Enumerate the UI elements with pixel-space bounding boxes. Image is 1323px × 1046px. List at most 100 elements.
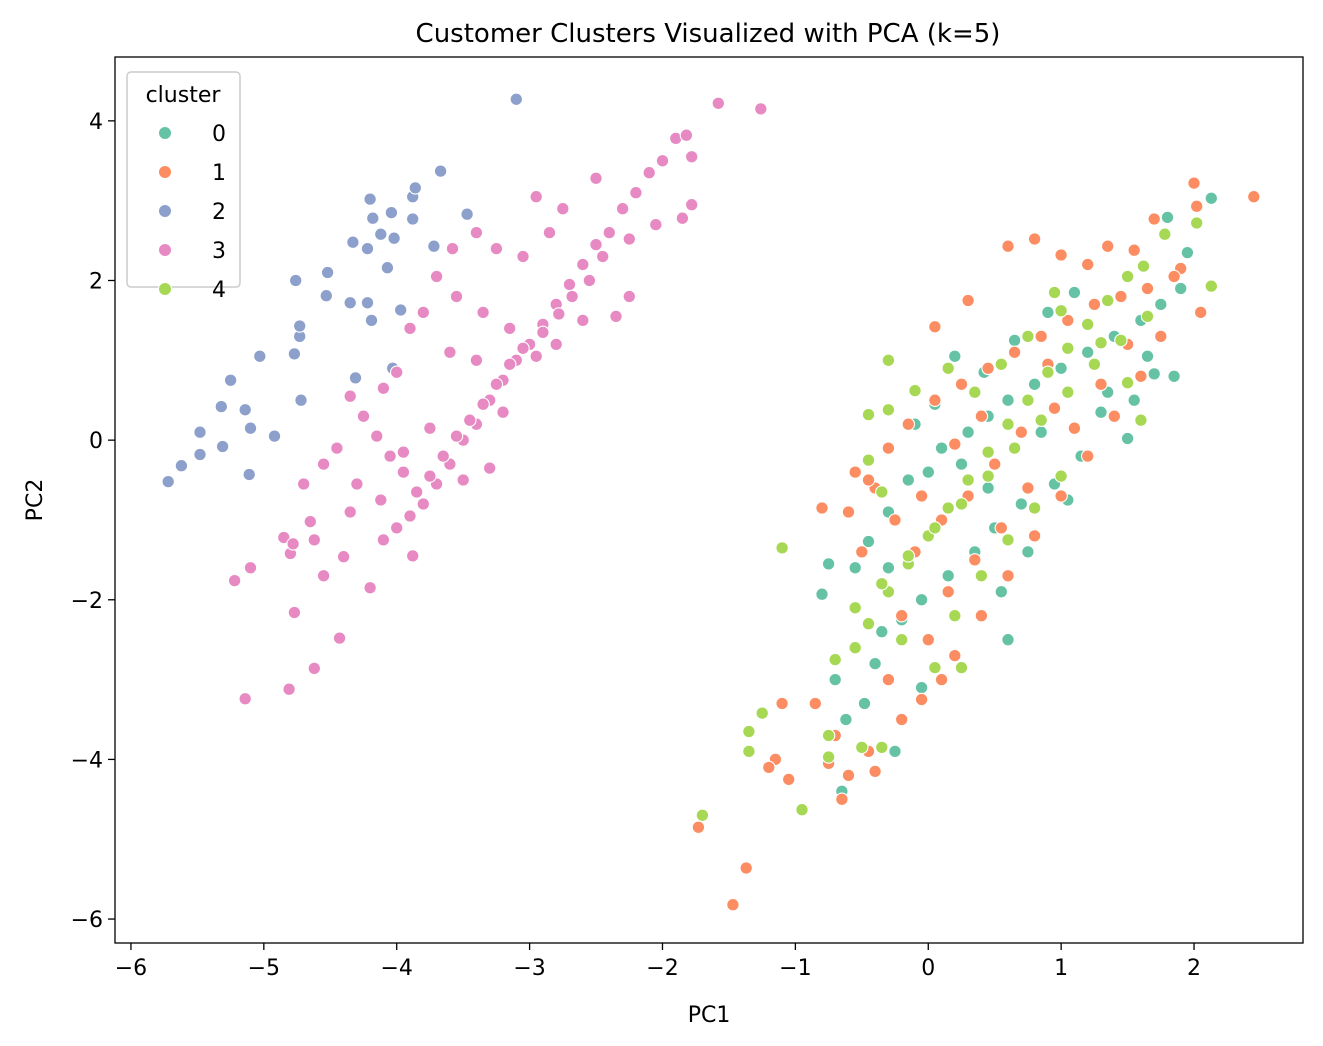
cluster-1-point xyxy=(1054,248,1068,262)
cluster-4-point xyxy=(894,632,909,647)
cluster-3-point xyxy=(565,289,579,304)
cluster-4-point xyxy=(861,407,876,422)
cluster-1-point xyxy=(934,672,949,687)
cluster-3-point xyxy=(449,289,464,304)
cluster-0-point xyxy=(1034,425,1048,439)
cluster-1-point xyxy=(921,632,936,647)
cluster-1-point xyxy=(1047,401,1062,415)
cluster-3-point xyxy=(469,353,484,368)
cluster-3-point xyxy=(303,514,318,529)
cluster-2-point xyxy=(193,425,207,439)
x-tick-label: −5 xyxy=(248,956,280,981)
cluster-0-point xyxy=(1080,345,1095,360)
cluster-3-point xyxy=(423,421,437,435)
cluster-4-point xyxy=(742,724,756,739)
cluster-4-point xyxy=(875,577,889,591)
cluster-4-point xyxy=(974,569,989,583)
cluster-1-point xyxy=(1027,529,1042,543)
legend-label-2: 2 xyxy=(212,200,226,225)
cluster-3-point xyxy=(684,150,699,164)
cluster-4-point xyxy=(881,403,896,417)
cluster-3-point xyxy=(336,549,351,564)
cluster-3-point xyxy=(238,692,252,706)
cluster-1-point xyxy=(987,457,1002,471)
cluster-2-point xyxy=(294,393,308,407)
cluster-2-point xyxy=(363,192,377,206)
cluster-3-point xyxy=(754,102,768,116)
cluster-2-point xyxy=(214,399,229,414)
cluster-2-point xyxy=(405,212,420,226)
cluster-4-point xyxy=(848,601,862,615)
cluster-0-point xyxy=(1001,393,1015,407)
cluster-1-point xyxy=(1067,421,1082,435)
cluster-1-point xyxy=(1140,281,1155,296)
cluster-4-point xyxy=(848,640,862,655)
cluster-1-point xyxy=(974,608,989,623)
cluster-1-point xyxy=(994,521,1009,535)
cluster-2-point xyxy=(348,371,363,385)
cluster-2-point xyxy=(346,235,360,249)
cluster-3-point xyxy=(307,533,322,547)
cluster-0-point xyxy=(1094,405,1108,419)
cluster-2-point xyxy=(161,474,175,489)
cluster-1-point xyxy=(894,712,909,727)
cluster-1-point xyxy=(1014,425,1029,439)
cluster-0-point xyxy=(1054,361,1068,376)
cluster-3-point xyxy=(296,477,311,491)
y-tick-label: 4 xyxy=(89,110,103,135)
legend-label-3: 3 xyxy=(212,239,226,264)
cluster-4-point xyxy=(881,353,896,368)
cluster-2-point xyxy=(193,447,207,462)
cluster-1-point xyxy=(815,501,829,515)
cluster-2-point xyxy=(320,265,335,280)
cluster-1-point xyxy=(948,648,962,663)
cluster-3-point xyxy=(343,389,357,403)
cluster-2-point xyxy=(393,303,408,317)
cluster-4-point xyxy=(954,660,969,675)
cluster-0-point xyxy=(1160,210,1175,225)
cluster-1-point xyxy=(881,672,896,687)
cluster-4-point xyxy=(1120,269,1135,284)
cluster-3-point xyxy=(370,429,384,443)
cluster-3-point xyxy=(389,521,404,535)
y-axis-label: PC2 xyxy=(23,479,48,522)
legend-marker-1 xyxy=(158,165,172,179)
cluster-3-point xyxy=(529,349,543,364)
cluster-3-point xyxy=(405,549,420,563)
cluster-1-point xyxy=(1080,257,1095,272)
cluster-0-point xyxy=(1001,632,1015,647)
cluster-3-point xyxy=(396,465,411,479)
cluster-2-point xyxy=(360,241,375,256)
cluster-4-point xyxy=(1094,336,1108,350)
cluster-3-point xyxy=(576,313,590,328)
cluster-4-point xyxy=(901,549,916,563)
cluster-1-point xyxy=(928,393,942,407)
cluster-2-point xyxy=(238,403,252,417)
cluster-3-point xyxy=(416,305,431,320)
cluster-3-point xyxy=(330,441,344,455)
cluster-0-point xyxy=(821,557,836,571)
cluster-0-point xyxy=(1147,367,1161,381)
cluster-4-point xyxy=(1136,259,1151,273)
cluster-2-point xyxy=(366,211,380,225)
cluster-1-point xyxy=(726,897,740,912)
cluster-4-point xyxy=(828,652,842,667)
cluster-1-point xyxy=(1189,199,1204,214)
cluster-1-point xyxy=(781,772,796,787)
cluster-1-point xyxy=(888,513,902,527)
cluster-2-point xyxy=(292,319,307,333)
cluster-3-point xyxy=(469,225,484,240)
cluster-3-point xyxy=(243,561,258,575)
cluster-1-point xyxy=(974,409,989,423)
cluster-1-point xyxy=(739,861,753,875)
cluster-3-point xyxy=(277,530,291,545)
cluster-0-point xyxy=(861,534,876,549)
x-tick-label: 1 xyxy=(1054,956,1068,981)
legend-marker-0 xyxy=(158,126,172,140)
x-tick-label: −6 xyxy=(115,956,147,981)
cluster-3-point xyxy=(403,509,417,523)
cluster-0-point xyxy=(1154,297,1168,312)
cluster-4-point xyxy=(1120,375,1135,390)
cluster-3-point xyxy=(476,305,490,320)
cluster-4-point xyxy=(755,706,769,720)
